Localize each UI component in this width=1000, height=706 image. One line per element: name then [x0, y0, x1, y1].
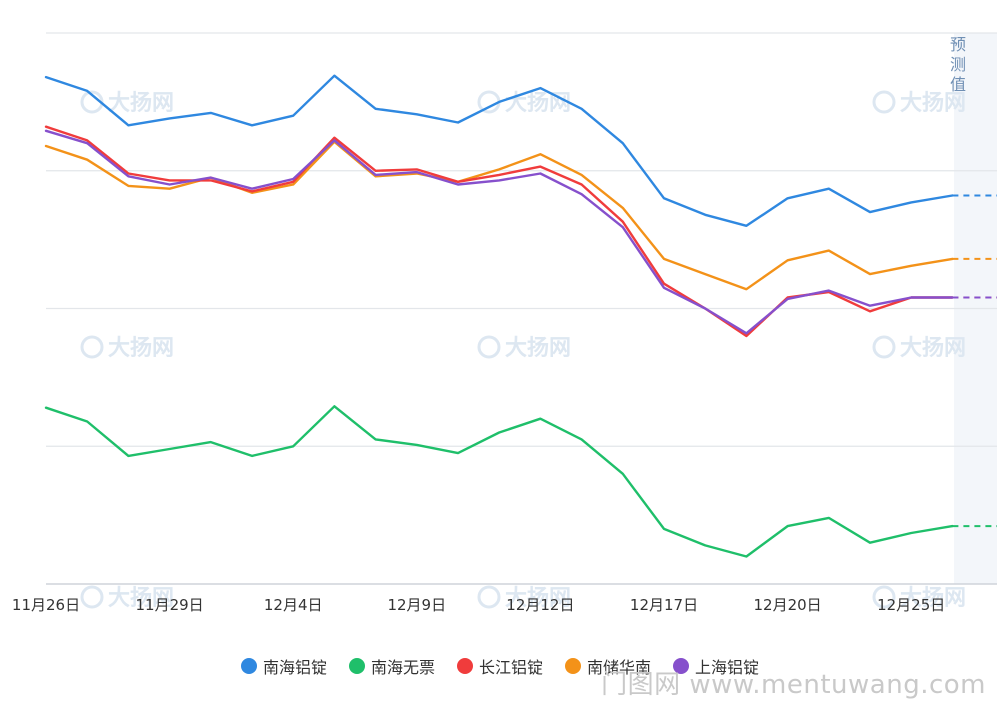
x-tick-label: 12月12日 [506, 596, 574, 614]
legend-item-nanchu-huanan[interactable]: 南储华南 [565, 654, 651, 678]
watermark-text: 大扬网 [108, 336, 174, 361]
site-watermark: 门图网 www.mentuwang.com [601, 670, 986, 700]
legend-item-shanghai-lvding[interactable]: 上海铝锭 [673, 654, 759, 678]
legend-marker [456, 658, 473, 674]
x-tick-label: 11月26日 [12, 596, 80, 614]
watermark-logo [872, 585, 896, 609]
x-tick-label: 12月25日 [877, 596, 945, 614]
watermark-logo [477, 585, 501, 609]
series-line [44, 74, 954, 228]
x-tick-label: 12月9日 [387, 596, 446, 614]
series-line [44, 405, 954, 558]
watermark-text: 大扬网 [108, 586, 174, 611]
legend-item-changjiang-lvding[interactable]: 长江铝锭 [456, 654, 543, 678]
watermark-text: 大扬网 [505, 336, 571, 361]
legend-item-nanhai-lvding[interactable]: 南海铝锭 [240, 654, 327, 678]
watermark-text: 大扬网 [900, 91, 966, 116]
forecast-label-char: 测 [950, 55, 966, 74]
watermark-logo [872, 335, 896, 359]
watermark-text: 大扬网 [505, 91, 571, 116]
legend-marker [673, 658, 690, 674]
x-tick-label: 12月17日 [630, 596, 698, 614]
legend-marker [565, 658, 581, 674]
forecast-label-char: 预 [950, 35, 966, 54]
series-line [44, 129, 954, 335]
legend: 南海铝锭 南海无票 长江铝锭 南储华南 上海铝锭 [0, 654, 1000, 678]
legend-label: 南海无票 [370, 658, 435, 677]
watermark-text: 大扬网 [900, 336, 966, 361]
series-line [44, 125, 954, 338]
forecast-label-char: 值 [950, 75, 966, 94]
watermark-logo [477, 335, 501, 359]
series-line [44, 140, 954, 291]
legend-marker [348, 658, 365, 674]
watermark-logo [80, 335, 104, 359]
watermark-text: 大扬网 [900, 586, 966, 611]
x-tick-label: 12月4日 [264, 596, 323, 614]
legend-item-nanhai-wupiao[interactable]: 南海无票 [348, 654, 435, 678]
legend-label: 长江铝锭 [478, 658, 543, 677]
watermark-text: 大扬网 [108, 91, 174, 116]
x-tick-label: 12月20日 [754, 596, 822, 614]
legend-marker [240, 658, 257, 674]
legend-label: 南储华南 [587, 658, 652, 677]
legend-label: 上海铝锭 [695, 658, 760, 677]
watermark-logo [872, 90, 896, 114]
legend-label: 南海铝锭 [262, 658, 327, 677]
watermark-text: 大扬网 [505, 586, 571, 611]
watermark-logo [80, 585, 104, 609]
watermark-logo [477, 90, 501, 114]
x-tick-label: 11月29日 [136, 596, 204, 614]
